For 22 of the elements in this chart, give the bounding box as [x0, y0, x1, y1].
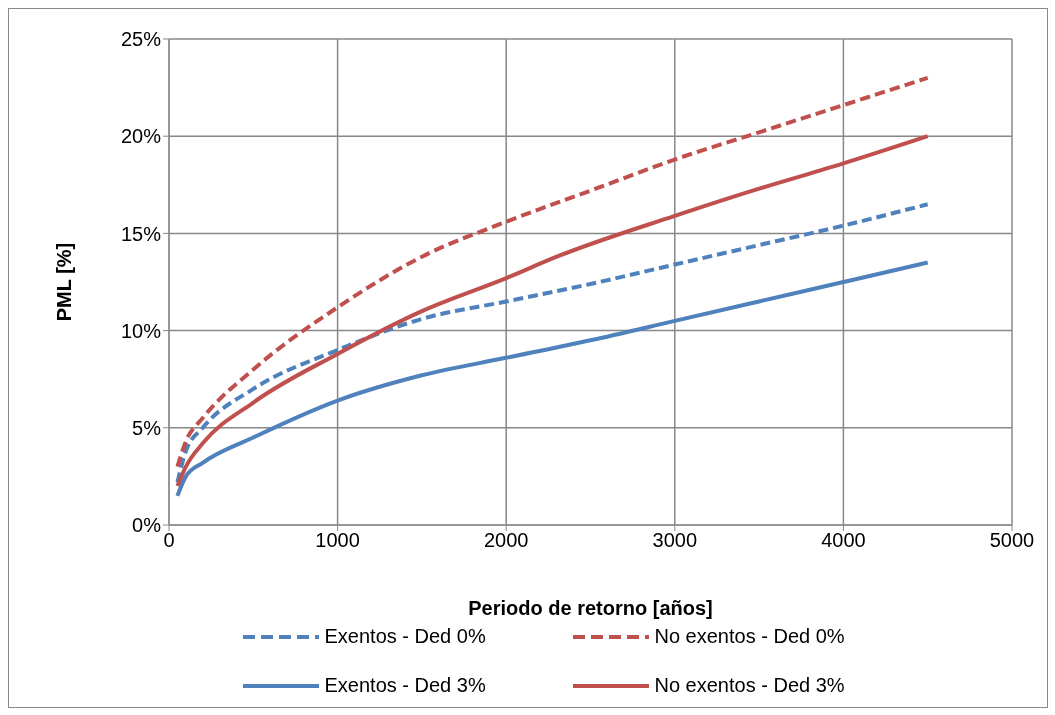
legend-label: Exentos - Ded 3%	[324, 674, 486, 697]
x-tick-label: 0	[163, 529, 175, 552]
x-tick-label: 3000	[652, 529, 698, 552]
legend-label: Exentos - Ded 0%	[324, 625, 486, 648]
y-tick-label: 15%	[120, 222, 162, 245]
legend-label: No exentos - Ded 3%	[654, 674, 845, 697]
y-tick-label: 10%	[120, 319, 162, 342]
x-tick-label: 5000	[989, 529, 1035, 552]
y-tick-label: 5%	[132, 416, 162, 439]
line-series	[175, 202, 930, 485]
x-tick-label: 4000	[821, 529, 866, 552]
y-axis-title: PML [%]	[53, 242, 76, 322]
line-series	[175, 260, 930, 498]
y-tick-label: 20%	[120, 125, 162, 148]
legend-label: No exentos - Ded 0%	[654, 625, 845, 648]
line-series	[175, 134, 930, 489]
y-tick-label: 25%	[120, 28, 162, 51]
x-tick-label: 2000	[483, 529, 529, 552]
x-axis-title: Periodo de retorno [años]	[468, 597, 713, 619]
line-series	[175, 75, 930, 469]
y-tick-label: 0%	[132, 514, 162, 537]
x-tick-label: 1000	[315, 529, 360, 552]
